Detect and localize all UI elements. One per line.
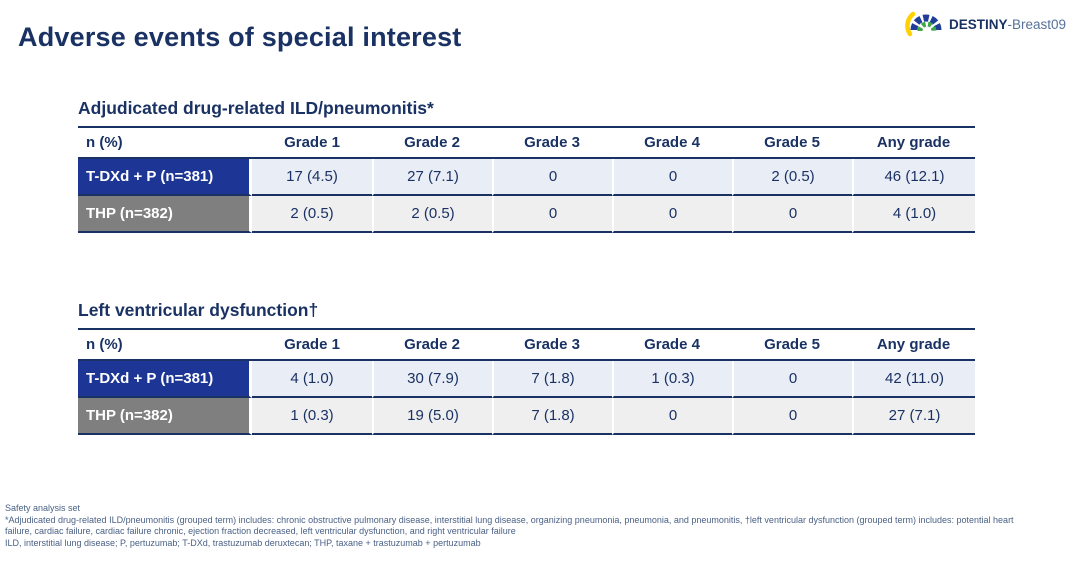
- table-cell: 4 (1.0): [852, 196, 975, 233]
- table-cell: 0: [612, 159, 732, 196]
- table-cell: 1 (0.3): [252, 398, 372, 435]
- study-logo-text: DESTINY-Breast09: [949, 17, 1066, 32]
- table-row: T-DXd + P (n=381) 17 (4.5) 27 (7.1) 0 0 …: [78, 159, 975, 196]
- study-logo-name: DESTINY: [948, 17, 1008, 32]
- footnote-line: Safety analysis set: [5, 503, 81, 513]
- column-header: Grade 3: [492, 128, 612, 159]
- page-title: Adverse events of special interest: [18, 22, 462, 52]
- table-cell: 27 (7.1): [372, 159, 492, 196]
- lv-table-title: Left ventricular dysfunction†: [78, 300, 319, 320]
- table-cell: 0: [612, 398, 732, 435]
- lv-dysfunction-table: n (%) Grade 1 Grade 2 Grade 3 Grade 4 Gr…: [78, 328, 975, 435]
- row-label: T-DXd + P (n=381): [78, 361, 252, 398]
- table-row: THP (n=382) 2 (0.5) 2 (0.5) 0 0 0 4 (1.0…: [78, 196, 975, 233]
- column-header: Grade 5: [732, 330, 852, 361]
- column-header: Grade 1: [252, 128, 372, 159]
- table-cell: 0: [732, 361, 852, 398]
- table-cell: 0: [612, 196, 732, 233]
- table-cell: 4 (1.0): [252, 361, 372, 398]
- table-cell: 42 (11.0): [852, 361, 975, 398]
- column-header: Grade 4: [612, 128, 732, 159]
- column-header: Grade 2: [372, 128, 492, 159]
- study-logo-suffix: -Breast09: [1007, 17, 1066, 32]
- table-cell: 2 (0.5): [252, 196, 372, 233]
- table-cell: 0: [732, 196, 852, 233]
- column-header: Any grade: [852, 330, 975, 361]
- column-header: Grade 3: [492, 330, 612, 361]
- table-cell: 27 (7.1): [852, 398, 975, 435]
- study-logo: DESTINY-Breast09: [904, 7, 1066, 42]
- table-row: THP (n=382) 1 (0.3) 19 (5.0) 7 (1.8) 0 0…: [78, 398, 975, 435]
- column-header: n (%): [78, 330, 252, 361]
- table-cell: 30 (7.9): [372, 361, 492, 398]
- table-cell: 0: [492, 196, 612, 233]
- table-cell: 1 (0.3): [612, 361, 732, 398]
- table-cell: 19 (5.0): [372, 398, 492, 435]
- table-header-row: n (%) Grade 1 Grade 2 Grade 3 Grade 4 Gr…: [78, 330, 975, 361]
- table-cell: 0: [492, 159, 612, 196]
- table-cell: 0: [732, 398, 852, 435]
- column-header: Grade 1: [252, 330, 372, 361]
- row-label: THP (n=382): [78, 398, 252, 435]
- column-header: n (%): [78, 128, 252, 159]
- column-header: Grade 4: [612, 330, 732, 361]
- table-cell: 46 (12.1): [852, 159, 975, 196]
- column-header: Grade 5: [732, 128, 852, 159]
- ild-pneumonitis-section: Adjudicated drug-related ILD/pneumonitis…: [78, 98, 975, 233]
- destiny-breast09-logo-icon: [904, 7, 944, 42]
- ild-table-title: Adjudicated drug-related ILD/pneumonitis…: [78, 98, 434, 118]
- footnote-line: failure, cardiac failure, cardiac failur…: [5, 526, 516, 536]
- table-cell: 17 (4.5): [252, 159, 372, 196]
- column-header: Grade 2: [372, 330, 492, 361]
- table-row: T-DXd + P (n=381) 4 (1.0) 30 (7.9) 7 (1.…: [78, 361, 975, 398]
- table-header-row: n (%) Grade 1 Grade 2 Grade 3 Grade 4 Gr…: [78, 128, 975, 159]
- row-label: THP (n=382): [78, 196, 252, 233]
- table-cell: 7 (1.8): [492, 398, 612, 435]
- table-cell: 7 (1.8): [492, 361, 612, 398]
- lv-dysfunction-section: Left ventricular dysfunction† n (%) Grad…: [78, 300, 975, 435]
- footnotes: Safety analysis set *Adjudicated drug-re…: [5, 503, 1014, 549]
- row-label: T-DXd + P (n=381): [78, 159, 252, 196]
- table-cell: 2 (0.5): [732, 159, 852, 196]
- column-header: Any grade: [852, 128, 975, 159]
- footnote-line: *Adjudicated drug-related ILD/pneumoniti…: [5, 514, 1014, 525]
- ild-pneumonitis-table: n (%) Grade 1 Grade 2 Grade 3 Grade 4 Gr…: [78, 126, 975, 233]
- table-cell: 2 (0.5): [372, 196, 492, 233]
- footnote-line: ILD, interstitial lung disease; P, pertu…: [5, 537, 481, 548]
